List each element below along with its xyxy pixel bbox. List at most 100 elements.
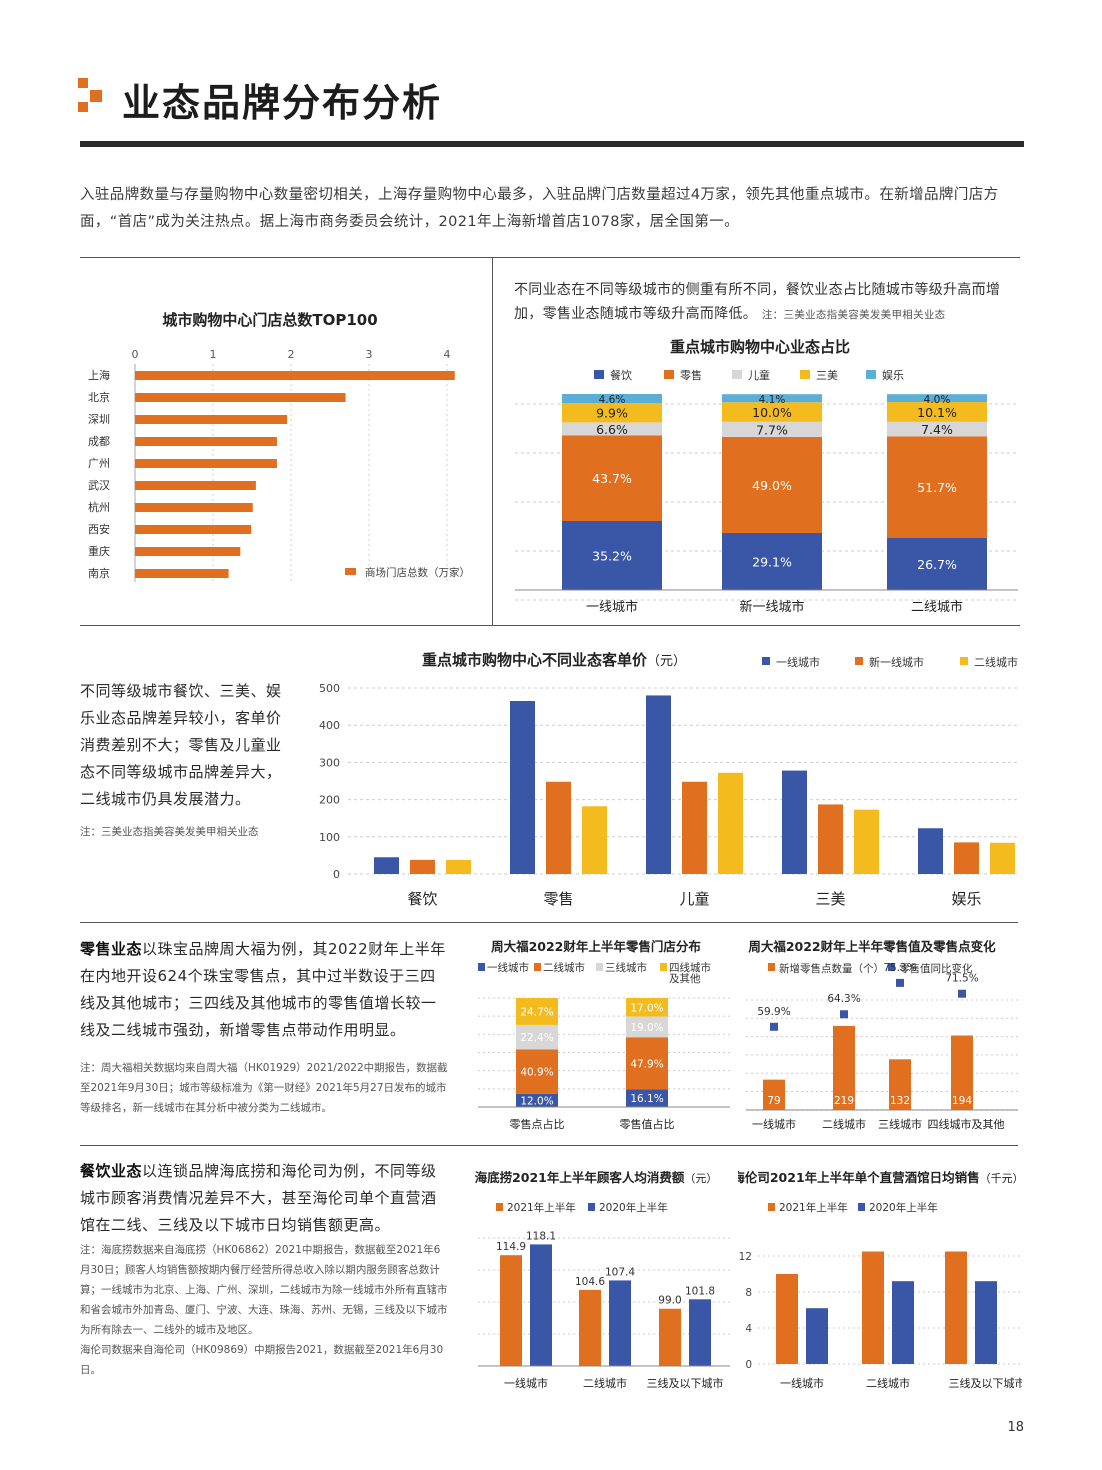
food-note-1: 注：海底捞数据来自海底捞（HK06862）2021中期报告，数据截至2021年6… [80,1244,448,1336]
data-label: 71.5% [945,973,978,985]
section-marker-icon [78,78,102,112]
x-category-label: 娱乐 [951,890,981,908]
bar [135,371,455,380]
y-category-label: 重庆 [88,544,110,558]
data-label: 35.2% [592,549,632,564]
bar [510,701,535,874]
bar [135,481,256,490]
legend-label: 新一线城市 [869,655,924,669]
divider [80,625,1020,626]
bar [763,1079,785,1110]
haidilao-spending-chart: 海底捞2021年上半年顾客人均消费额（元） 2021年上半年 2020年上半年 114… [475,1170,730,1390]
retail-text: 以珠宝品牌周大福为例，其2022财年上半年在内地开设624个珠宝零售点，其中过半… [80,940,446,1039]
data-label: 9.9% [596,406,628,421]
food-note: 注：海底捞数据来自海底捞（HK06862）2021中期报告，数据截至2021年6… [80,1240,450,1380]
data-label: 26.7% [917,557,957,572]
divider [80,922,1018,923]
stacked-segment [887,402,987,422]
bar [776,1274,798,1364]
y-tick-label: 500 [319,682,340,695]
bar [892,1281,914,1364]
x-tick-label: 2 [288,348,295,361]
legend-swatch [768,1203,775,1211]
data-label: 101.8 [685,1285,715,1297]
bar [135,437,277,446]
data-label: 40.9% [520,1067,553,1079]
y-tick-label: 400 [319,719,340,732]
bar [135,547,241,556]
bar [718,772,743,874]
data-label: 47.9% [630,1058,663,1070]
divider [80,1145,1018,1146]
x-category-label: 零售值占比 [620,1117,675,1131]
food-note-2: 海伦司数据来自海伦司（HK09869）中期报告2021，数据截至2021年6月3… [80,1344,444,1376]
data-label: 4.0% [924,394,951,406]
y-category-label: 西安 [88,522,110,536]
bar [374,857,399,874]
y-category-label: 北京 [88,390,110,404]
data-label: 10.1% [917,405,957,420]
chart-title: 城市购物中心门店总数TOP100 [162,311,377,329]
y-category-label: 深圳 [88,413,110,426]
legend-label: 商场门店总数（万家） [365,566,470,579]
legend-swatch [496,1203,503,1211]
legend-label: 娱乐 [882,368,904,382]
data-label: 43.7% [592,471,632,486]
divider-vertical [492,257,493,625]
legend-label: 零售值同比变化 [899,962,973,975]
y-tick-label: 0 [745,1359,752,1371]
stacked-segment [562,403,662,423]
x-category-label: 三线城市 [878,1117,922,1131]
unit-price-chart: 重点城市购物中心不同业态客单价（元） 一线城市 新一线城市 二线城市 0 100 200 30… [319,651,1020,908]
y-tick-label: 300 [319,756,340,769]
stacked-segment [722,394,822,403]
chart-title: 海伦司2021年上半年单个直营酒馆日均销售（千元） [738,1170,1022,1185]
legend-swatch [855,657,863,665]
chart-title: 周大福2022财年上半年零售值及零售点变化 [748,939,996,954]
food-text: 以连锁品牌海底捞和海伦司为例，不同等级城市顾客消费情况差异不大，甚至海伦司单个直… [80,1162,437,1234]
bar [954,842,979,874]
data-label: 19.0% [630,1022,663,1034]
data-label: 64.3% [827,993,860,1005]
legend-label: 四线城市 [669,961,711,974]
bar [659,1308,681,1366]
legend-swatch [768,963,775,971]
x-category-label: 四线城市及其他 [928,1117,1005,1131]
data-label: 75.3% [883,962,916,974]
bar [806,1308,828,1364]
y-tick-label: 0 [333,868,340,881]
data-label: 219 [834,1095,854,1107]
stacked-segment [516,1049,558,1094]
bar [135,503,253,512]
x-category-label: 三美 [815,890,845,908]
bar [135,415,288,424]
stacked-segment [722,402,822,422]
stacked-segment [887,537,987,590]
legend-label: 二线城市 [974,655,1018,669]
legend-label: 2021年上半年 [507,1201,576,1214]
bar [135,393,346,402]
legend-swatch [762,657,770,665]
marker [896,978,904,987]
legend-label: 一线城市 [487,961,529,974]
legend-label: 一线城市 [776,655,820,669]
data-label: 22.4% [520,1032,553,1044]
data-label: 51.7% [917,480,957,495]
x-category-label: 餐饮 [407,890,437,908]
y-tick-label: 12 [739,1251,752,1263]
legend-swatch [866,370,876,379]
legend-label: 2020年上半年 [869,1201,938,1214]
bar [546,781,571,874]
legend-swatch [858,1203,865,1211]
x-category-label: 零售点占比 [510,1117,565,1131]
x-category-label: 三线及以下城市 [647,1376,724,1390]
legend-label: 及其他 [669,972,701,985]
bar [854,809,879,874]
chart-title: 海底捞2021年上半年顾客人均消费额（元） [475,1170,718,1185]
data-label: 29.1% [752,554,792,569]
x-tick-label: 4 [444,348,451,361]
stacked-segment [562,422,662,436]
y-category-label: 成都 [88,435,110,448]
marker [958,989,966,998]
bar [833,1025,855,1110]
